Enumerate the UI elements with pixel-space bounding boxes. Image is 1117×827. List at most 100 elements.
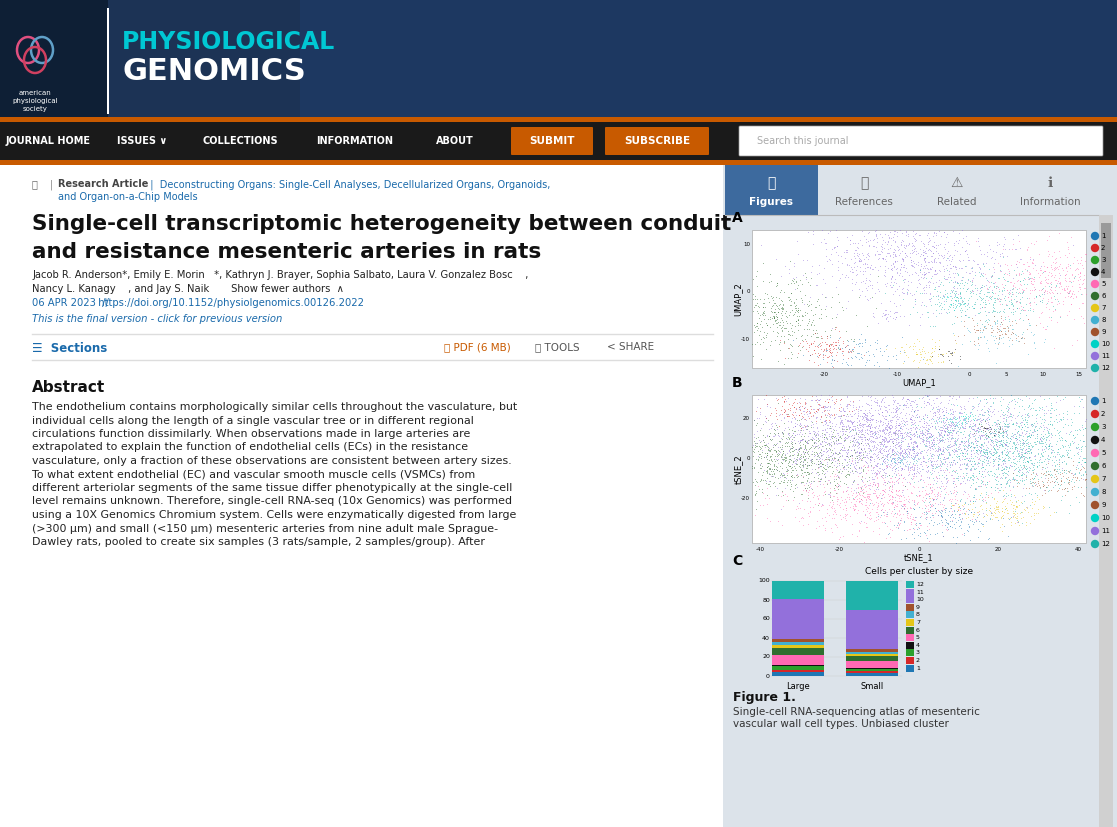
Point (996, 267, 1014, 280)
Point (927, 476, 945, 490)
Point (1013, 327, 1031, 341)
Point (1046, 476, 1063, 489)
Point (925, 465, 943, 478)
Point (903, 452, 920, 465)
Point (958, 502, 976, 515)
Point (824, 335, 842, 348)
Bar (846, 669, 898, 672)
Point (925, 454, 943, 467)
Point (773, 426, 791, 439)
Point (981, 296, 999, 309)
Point (920, 453, 938, 466)
Text: |: | (50, 179, 59, 189)
Point (960, 281, 977, 294)
Point (966, 296, 984, 309)
Point (900, 393, 918, 406)
Point (1002, 305, 1020, 318)
Point (838, 443, 856, 457)
Point (987, 280, 1005, 293)
Point (772, 322, 790, 335)
Point (935, 502, 953, 515)
Point (802, 330, 820, 343)
Point (881, 425, 899, 438)
Point (819, 437, 837, 451)
Point (825, 341, 843, 354)
Point (764, 324, 782, 337)
Point (1001, 407, 1019, 420)
Point (945, 328, 963, 342)
Point (896, 427, 914, 440)
Point (1044, 476, 1062, 489)
Point (889, 466, 907, 480)
Point (836, 409, 853, 422)
Point (944, 408, 962, 421)
Point (935, 491, 953, 504)
Point (830, 445, 848, 458)
Point (802, 456, 820, 469)
Point (842, 455, 860, 468)
Point (813, 434, 831, 447)
Point (1046, 428, 1063, 442)
Point (953, 477, 971, 490)
Point (964, 409, 982, 423)
Point (780, 436, 798, 449)
Point (948, 290, 966, 304)
Point (966, 512, 984, 525)
Point (863, 470, 881, 483)
Point (838, 399, 856, 413)
Point (1008, 427, 1025, 440)
Point (922, 262, 939, 275)
Point (990, 452, 1008, 466)
Point (1021, 252, 1039, 265)
Point (793, 294, 811, 307)
Point (813, 426, 831, 439)
Point (827, 460, 844, 473)
Point (751, 483, 768, 496)
Point (943, 294, 961, 307)
Point (791, 304, 809, 317)
Point (961, 452, 978, 465)
Point (1039, 457, 1057, 470)
Point (793, 341, 811, 354)
Point (886, 255, 904, 268)
Point (943, 421, 961, 434)
Point (1018, 502, 1035, 515)
Point (930, 428, 948, 441)
Point (837, 244, 855, 257)
Point (944, 432, 962, 445)
Point (839, 464, 857, 477)
Point (1013, 409, 1031, 422)
Point (855, 450, 872, 463)
Point (1053, 431, 1071, 444)
Point (801, 506, 819, 519)
Point (943, 285, 961, 299)
Point (1005, 437, 1023, 451)
Point (886, 427, 904, 440)
Point (860, 506, 878, 519)
Point (812, 437, 830, 451)
Point (871, 439, 889, 452)
Point (891, 508, 909, 521)
Point (1032, 260, 1050, 273)
Point (1032, 295, 1050, 308)
Point (1000, 431, 1018, 444)
Point (1004, 237, 1022, 250)
Point (767, 280, 785, 293)
Point (1005, 402, 1023, 415)
Point (825, 408, 843, 421)
Point (752, 402, 770, 415)
Point (955, 442, 973, 456)
Point (828, 346, 846, 359)
Point (951, 410, 968, 423)
Point (905, 442, 923, 455)
Point (949, 287, 967, 300)
Point (924, 508, 942, 521)
Point (1061, 290, 1079, 304)
Point (878, 419, 896, 433)
Point (782, 460, 800, 473)
Point (1025, 284, 1043, 297)
Point (898, 287, 916, 300)
Point (894, 431, 911, 444)
Point (1069, 333, 1087, 347)
Point (1034, 429, 1052, 442)
